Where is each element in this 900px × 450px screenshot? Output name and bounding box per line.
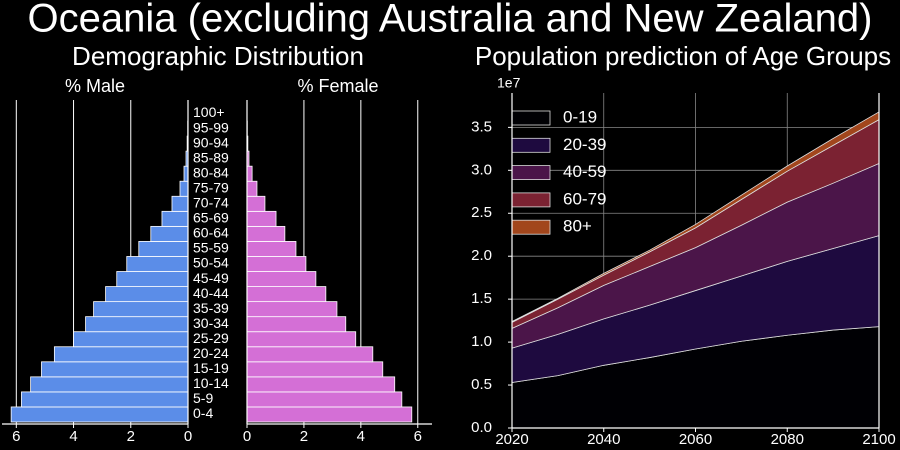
category-label: 100+: [193, 104, 225, 120]
x-tick-label: 0: [184, 428, 192, 445]
category-label: 95-99: [193, 119, 229, 135]
category-label: 10-14: [193, 375, 229, 391]
category-label: 25-29: [193, 330, 229, 346]
bar: [41, 361, 189, 378]
bar: [73, 331, 189, 348]
bar: [246, 271, 317, 287]
category-label: 45-49: [193, 270, 229, 286]
y-tick-label: 3.0: [471, 161, 492, 178]
bar: [126, 256, 189, 272]
category-label: 75-79: [193, 179, 229, 195]
bar: [246, 165, 253, 182]
category-label: 90-94: [193, 134, 229, 150]
category-label: 35-39: [193, 300, 229, 316]
figure-title: Oceania (excluding Australia and New Zea…: [28, 0, 873, 41]
bar: [246, 406, 413, 423]
legend-label: 0-19: [563, 107, 597, 126]
bar: [183, 165, 189, 182]
y-tick-label: 1.0: [471, 333, 492, 350]
category-label: 85-89: [193, 149, 229, 165]
category-label: 50-54: [193, 255, 229, 271]
category-label: 30-34: [193, 315, 229, 331]
x-tick-label: 2060: [679, 431, 712, 448]
bar: [246, 195, 266, 212]
bar: [179, 180, 189, 197]
x-tick-label: 2080: [771, 431, 804, 448]
y-tick-label: 3.5: [471, 118, 492, 135]
bar: [246, 361, 384, 378]
chart-title: Demographic Distribution: [72, 41, 364, 71]
category-label: 15-19: [193, 360, 229, 376]
legend-swatch: [511, 137, 551, 153]
category-label: 70-74: [193, 195, 229, 211]
y-tick-label: 0.5: [471, 376, 492, 393]
legend-swatch: [511, 192, 551, 208]
x-tick-label: 2: [300, 428, 308, 445]
panel-title: % Female: [297, 76, 378, 96]
category-label: 40-44: [193, 285, 229, 301]
legend-label: 40-59: [563, 162, 606, 181]
legend-swatch: [511, 165, 551, 181]
bar: [246, 316, 347, 333]
y-tick-label: 0.0: [471, 419, 492, 436]
bar: [246, 346, 374, 363]
x-tick-label: 2: [127, 428, 135, 445]
panel-title: % Male: [65, 76, 125, 96]
x-tick-label: 2040: [587, 431, 620, 448]
bar: [246, 331, 357, 348]
y-tick-label: 2.0: [471, 247, 492, 264]
axis-offset-label: 1e7: [497, 75, 521, 91]
bar: [246, 241, 297, 257]
legend-swatch: [511, 219, 551, 235]
chart-title: Population prediction of Age Groups: [475, 41, 891, 71]
x-tick-label: 6: [12, 428, 20, 445]
x-tick-label: 4: [69, 428, 77, 445]
y-tick-label: 2.5: [471, 204, 492, 221]
category-label: 65-69: [193, 210, 229, 226]
bar: [10, 406, 189, 423]
bar: [246, 225, 286, 242]
x-tick-label: 2020: [495, 431, 528, 448]
bar: [161, 210, 189, 227]
bar: [116, 271, 189, 287]
category-label: 5-9: [193, 390, 213, 406]
legend-swatch: [511, 110, 551, 126]
bar: [138, 241, 189, 257]
bar: [246, 210, 277, 227]
bar: [246, 180, 258, 197]
legend-label: 20-39: [563, 135, 606, 154]
bar: [246, 301, 338, 318]
legend-label: 60-79: [563, 189, 606, 208]
bar: [85, 316, 189, 333]
bar: [246, 391, 403, 408]
x-tick-label: 4: [357, 428, 365, 445]
bar: [150, 225, 189, 242]
x-tick-label: 0: [243, 428, 251, 445]
bar: [30, 376, 189, 393]
y-tick-label: 1.5: [471, 290, 492, 307]
category-label: 60-64: [193, 225, 229, 241]
bar: [246, 256, 307, 272]
bar: [53, 346, 189, 363]
bar: [171, 195, 189, 212]
x-tick-label: 6: [414, 428, 422, 445]
legend-label: 80+: [563, 217, 592, 236]
category-label: 20-24: [193, 345, 229, 361]
category-label: 0-4: [193, 405, 213, 421]
category-label: 55-59: [193, 240, 229, 256]
bar: [105, 286, 189, 303]
bar: [246, 376, 396, 393]
bar: [246, 286, 327, 303]
bar: [21, 391, 189, 408]
x-tick-label: 2100: [862, 431, 895, 448]
category-label: 80-84: [193, 164, 229, 180]
bar: [93, 301, 189, 318]
